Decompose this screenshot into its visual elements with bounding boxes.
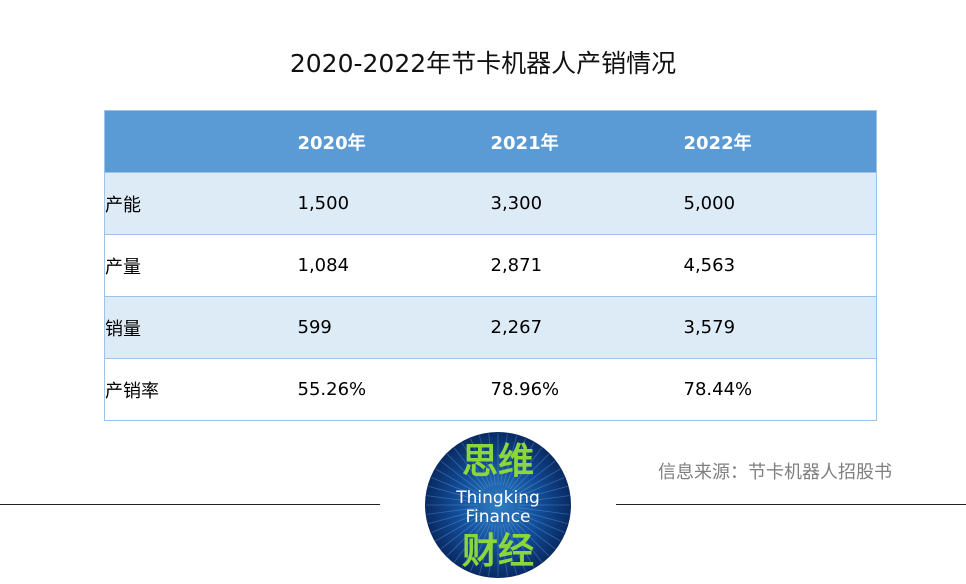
- logo-ray: [507, 522, 535, 568]
- logo-ray: [516, 512, 565, 533]
- logo-ray: [509, 520, 543, 563]
- logo-ray: [488, 433, 496, 486]
- logo-ray: [517, 495, 570, 503]
- logo-ray: [505, 523, 526, 572]
- divider-right: [616, 504, 966, 505]
- logo-ray: [478, 524, 494, 575]
- header-cell: 2022年: [683, 110, 877, 173]
- logo-top-glyphs: 思维: [462, 441, 534, 482]
- logo-ray: [513, 460, 556, 494]
- table-cell: 1,500: [297, 172, 491, 235]
- logo-ray: [453, 447, 487, 490]
- table-row: 产量 1,084 2,871 4,563: [104, 234, 877, 297]
- logo-ray: [446, 453, 485, 492]
- logo-ray: [461, 442, 489, 488]
- logo-ray: [505, 438, 526, 487]
- header-cell: 2020年: [297, 110, 491, 173]
- logo-ray: [511, 453, 550, 492]
- row-label: 产量: [104, 234, 298, 297]
- logo-line2: Finance: [465, 507, 530, 527]
- logo-ray: [500, 524, 508, 577]
- table-cell: 5,000: [683, 172, 877, 235]
- logo-ray: [502, 435, 518, 486]
- logo-ray: [488, 524, 496, 577]
- header-cell: 2021年: [490, 110, 684, 173]
- logo-ray: [515, 468, 561, 496]
- logo-ray: [517, 485, 568, 501]
- logo-ray: [470, 438, 491, 487]
- logo-bottom-glyphs: 财经: [462, 531, 534, 572]
- logo-ray: [426, 495, 479, 503]
- logo-ray: [500, 433, 508, 486]
- table-cell: 1,084: [297, 234, 491, 297]
- logo-ray: [517, 507, 570, 515]
- logo-circle: [425, 432, 571, 578]
- logo-ray: [428, 509, 479, 525]
- divider-left: [0, 504, 380, 505]
- logo-ray: [509, 447, 543, 490]
- thinking-finance-logo: 思维 Thingking Finance 财经: [425, 432, 571, 578]
- logo-ray: [502, 524, 518, 575]
- logo-ray: [516, 477, 565, 498]
- header-cell: [104, 110, 298, 173]
- table-cell: 2,267: [490, 296, 684, 359]
- logo-ray: [428, 485, 479, 501]
- logo-line1: Thingking: [455, 488, 540, 508]
- logo-ray: [453, 520, 487, 563]
- table-row: 产销率 55.26% 78.96% 78.44%: [104, 358, 877, 421]
- logo-ray: [470, 523, 491, 572]
- logo-ray: [517, 509, 568, 525]
- logo-ray: [461, 522, 489, 568]
- logo-ray: [431, 512, 480, 533]
- table-cell: 3,579: [683, 296, 877, 359]
- table-cell: 2,871: [490, 234, 684, 297]
- table-cell: 78.96%: [490, 358, 684, 421]
- logo-ray: [440, 516, 483, 550]
- row-label: 产销率: [104, 358, 298, 421]
- logo-ray: [431, 477, 480, 498]
- logo-ray: [513, 516, 556, 550]
- table-row: 销量 599 2,267 3,579: [104, 296, 877, 359]
- logo-ray: [446, 518, 485, 557]
- table-row: 产能 1,500 3,300 5,000: [104, 172, 877, 235]
- logo-ray: [435, 514, 481, 542]
- logo-ray: [478, 435, 494, 486]
- logo-ray: [435, 468, 481, 496]
- table-cell: 4,563: [683, 234, 877, 297]
- logo-ray: [507, 442, 535, 488]
- data-table: 2020年 2021年 2022年 产能 1,500 3,300 5,000 产…: [104, 110, 877, 421]
- table-cell: 78.44%: [683, 358, 877, 421]
- logo-ray: [511, 518, 550, 557]
- logo-ray: [515, 514, 561, 542]
- table-cell: 599: [297, 296, 491, 359]
- source-note: 信息来源：节卡机器人招股书: [658, 462, 892, 483]
- logo-ray: [440, 460, 483, 494]
- row-label: 产能: [104, 172, 298, 235]
- table-cell: 55.26%: [297, 358, 491, 421]
- row-label: 销量: [104, 296, 298, 359]
- logo-ray: [426, 507, 479, 515]
- table-header-row: 2020年 2021年 2022年: [104, 110, 877, 173]
- table-cell: 3,300: [490, 172, 684, 235]
- page-title: 2020-2022年节卡机器人产销情况: [289, 49, 677, 78]
